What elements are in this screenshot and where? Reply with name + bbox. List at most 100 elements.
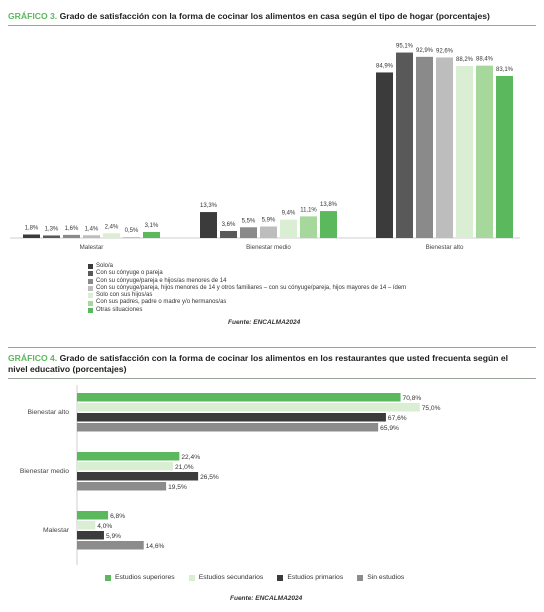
chart3-data-label: 2,4% [105, 224, 119, 230]
chart4-bar [77, 413, 386, 422]
chart3-bar [63, 234, 80, 238]
chart3-legend: Solo/a Con su cónyuge o pareja Con su cóny… [88, 263, 406, 314]
chart3-legend-swatch [88, 286, 93, 292]
chart3-bar [476, 65, 493, 239]
chart4-source: Fuente: ENCALMA2024 [230, 595, 303, 602]
chart4-category-label: Bienestar alto [27, 409, 69, 416]
chart3-data-label: 13,3% [200, 203, 218, 209]
chart4-bar [77, 393, 401, 402]
chart3-data-label: 88,2% [456, 57, 474, 63]
chart3-data-label: 88,4% [476, 57, 494, 63]
chart3-data-label: 5,9% [262, 217, 276, 223]
chart3-bar [123, 237, 140, 238]
chart4-bar [77, 452, 180, 461]
chart4-data-label: 6,8% [110, 513, 125, 520]
chart3-legend-item: Con su cónyuge/pareja e hijos/as menores… [88, 278, 406, 285]
chart4-data-label: 26,5% [200, 474, 219, 481]
chart3-legend-item: Con su cónyuge/pareja, hijos menores de … [88, 285, 406, 292]
chart3-data-label: 83,1% [496, 67, 514, 73]
chart4-legend-label: Estudios primarios [287, 574, 344, 581]
chart3-bar [200, 212, 217, 238]
chart3-category-label: Malestar [80, 244, 104, 251]
chart3-data-label: 1,8% [25, 225, 39, 231]
chart4-bar [77, 403, 420, 412]
chart3-data-label: 3,1% [145, 223, 159, 229]
chart3-data-label: 9,4% [282, 211, 296, 217]
chart4-bar [77, 423, 379, 432]
chart4-data-label: 5,9% [106, 533, 121, 540]
chart4-data-label: 4,0% [97, 523, 112, 530]
chart3-legend-label: Con su cónyuge/pareja e hijos/as menores… [96, 277, 227, 284]
chart3-data-label: 11,1% [300, 207, 317, 213]
chart4-category-label: Malestar [43, 527, 70, 534]
chart3-bar [396, 52, 413, 239]
chart3-data-label: 92,9% [416, 48, 434, 54]
chart3-legend-label: Con su cónyuge o pareja [96, 270, 163, 277]
chart3-bar [300, 216, 317, 238]
chart3-legend-label: Otras situaciones [96, 306, 143, 313]
chart3-data-label: 3,6% [222, 222, 236, 228]
chart3-top-rule [8, 25, 536, 26]
chart3-plot: 1,8% 1,3% 1,6% 1,4% 2,4% 0,5% 3,1% Malestar 13,3… [10, 44, 520, 251]
chart4-category-label: Bienestar medio [20, 468, 69, 475]
chart4-legend-label: Estudios superiores [115, 574, 175, 581]
chart4-legend-label: Estudios secundarios [198, 574, 264, 581]
chart3-legend-swatch [88, 271, 93, 277]
chart4-legend-item: Estudios superiores [105, 574, 175, 581]
chart3-data-label: 95,1% [396, 44, 414, 50]
chart4-data-label: 21,0% [175, 464, 194, 471]
chart3-bar [376, 72, 393, 238]
chart3-legend-label: Con su cónyuge/pareja, hijos menores de … [96, 284, 407, 291]
chart4-legend-item: Estudios secundarios [188, 574, 264, 581]
chart4-data-label: 70,8% [403, 395, 422, 402]
chart3-legend-label: Con sus padres, padre o madre y/o herman… [96, 299, 227, 306]
chart3-bar [43, 235, 60, 238]
chart3-data-label: 1,4% [85, 226, 99, 232]
chart3-legend-swatch [88, 264, 93, 270]
chart3-legend-swatch [88, 307, 93, 313]
chart4-legend-swatch [188, 574, 195, 581]
chart3-bar [260, 226, 277, 238]
chart4-legend-swatch [277, 574, 284, 581]
chart3-bar [456, 66, 473, 238]
chart4-bar [77, 521, 96, 530]
chart3-bar [23, 234, 40, 238]
chart4-title-text: Grado de satisfacción con la forma de co… [8, 353, 509, 374]
chart3-legend-item: Solo con sus hijos/as [88, 292, 406, 299]
chart4-top-rule [8, 347, 536, 348]
chart3-data-label: 5,5% [242, 218, 256, 224]
chart4-data-label: 65,9% [380, 425, 399, 432]
chart3-bar [436, 57, 453, 239]
chart3-legend-item: Con sus padres, padre o madre y/o herman… [88, 299, 406, 306]
chart4-bar [77, 511, 109, 520]
chart4-bar [77, 482, 167, 491]
chart4-title: GRÁFICO 4. Grado de satisfacción con la … [8, 353, 528, 375]
chart3-legend-swatch [88, 278, 93, 284]
chart4-bar [77, 472, 199, 481]
chart3-source: Fuente: ENCALMA2024 [228, 319, 301, 326]
chart3-data-label: 1,3% [45, 226, 59, 232]
chart4-data-label: 22,4% [181, 454, 200, 461]
chart3-data-label: 84,9% [376, 63, 394, 69]
chart4-plot: 70,8%75,0% 67,6% 65,9% Bienestar alto 22,4% 2… [20, 385, 441, 565]
chart3-data-label: 92,6% [436, 48, 454, 54]
chart3-legend-label: Solo con sus hijos/as [96, 292, 153, 299]
chart4-data-label: 67,6% [388, 415, 407, 422]
chart3-legend-swatch [88, 300, 93, 306]
chart3-bar [143, 231, 160, 238]
chart4-legend-swatch [357, 574, 364, 581]
chart4-bar [77, 531, 104, 540]
chart3-bar [320, 211, 337, 238]
chart3-bar [220, 230, 237, 238]
chart4-legend-item: Estudios primarios [277, 574, 343, 581]
chart3-legend-swatch [88, 293, 93, 299]
chart3-category-label: Bienestar alto [426, 244, 464, 251]
chart3-legend-item: Otras situaciones [88, 307, 406, 314]
chart4-legend: Estudios superiores Estudios secundarios E… [105, 574, 404, 581]
chart3-legend-label: Solo/a [96, 263, 114, 269]
chart4-data-label: 14,6% [146, 543, 165, 550]
chart3-title-number: GRÁFICO 3. [8, 11, 58, 21]
chart4-legend-label: Sin estudios [367, 574, 405, 581]
chart4-data-label: 19,5% [168, 484, 187, 491]
chart3-title: GRÁFICO 3. Grado de satisfacción con la … [8, 11, 536, 22]
